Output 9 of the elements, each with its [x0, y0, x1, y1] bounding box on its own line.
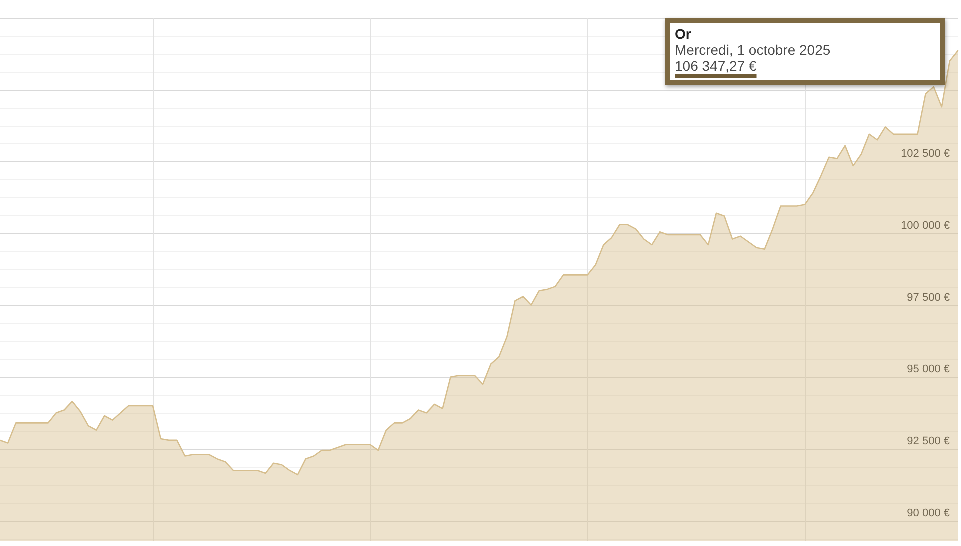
- y-tick-label: 90 000 €: [907, 507, 950, 520]
- y-tick-label: 100 000 €: [901, 220, 950, 232]
- annotation: 106 347,27 €: [675, 58, 757, 74]
- y-tick-label: 92 500 €: [907, 436, 950, 448]
- y-tick-label: 95 000 €: [907, 364, 950, 376]
- y-tick-label: 97 500 €: [907, 292, 950, 304]
- annotation: Mercredi, 1 octobre 2025: [675, 42, 832, 58]
- tooltip-box: Or Mercredi, 1 octobre 2025 106 347,27 €: [665, 18, 945, 85]
- y-tick-label: 102 500 €: [901, 148, 950, 160]
